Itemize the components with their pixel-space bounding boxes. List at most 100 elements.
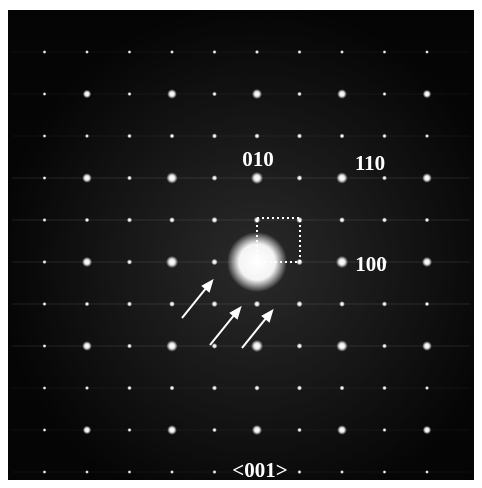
zone-axis-label: <001> [232,458,287,482]
diffraction-spot [337,425,347,435]
diffraction-spot [211,217,217,223]
diffraction-spot [43,344,47,348]
diffraction-spot [382,386,386,390]
diffraction-spot [167,425,177,435]
diffraction-spot [383,50,387,54]
diffraction-pattern: 010 110 100 <001> [0,0,482,488]
diffraction-spot [251,340,263,352]
diffraction-spot [127,259,132,264]
diffraction-spot [382,176,387,181]
diffraction-spot [82,173,92,183]
diffraction-spot [43,470,47,474]
diffraction-spot [296,301,302,307]
diffraction-spot [128,50,132,54]
diffraction-spot [43,176,47,180]
diffraction-spot [255,50,259,54]
diffraction-spot [383,470,387,474]
diffraction-spot [340,50,344,54]
diffraction-spot [128,428,132,432]
diffraction-spot [167,89,177,99]
diffraction-spot [43,134,47,138]
diffraction-spot [298,470,302,474]
diffraction-spot [422,173,432,183]
diffraction-spot [422,341,432,351]
diffraction-spot [166,172,177,183]
diffraction-spot [297,133,302,138]
diffraction-spot [85,134,89,138]
diffraction-spot [425,302,430,307]
diffraction-spot [252,425,262,435]
spot-label: 100 [355,252,387,276]
diffraction-spot [43,92,47,96]
diffraction-spot [85,386,89,390]
diffraction-spot [127,344,132,349]
diffraction-spot [383,92,387,96]
diffraction-spot [382,134,386,138]
diffraction-spot [43,50,47,54]
diffraction-spot [425,386,429,390]
diffraction-spot [170,386,175,391]
diffraction-spot [337,89,347,99]
diffraction-spot [254,301,260,307]
diffraction-spot [169,301,175,307]
diffraction-spot [43,302,47,306]
diffraction-spot [127,134,131,138]
diffraction-spot [212,133,217,138]
diffraction-spot [297,385,302,390]
diffraction-spot [297,343,303,349]
diffraction-spot [340,470,344,474]
diffraction-spot [170,134,175,139]
diffraction-spot [297,428,302,433]
diffraction-spot [85,50,89,54]
spot-label: 010 [242,147,274,171]
diffraction-spot [423,426,431,434]
diffraction-spot [425,470,429,474]
diffraction-spot [213,50,217,54]
diffraction-spot [127,176,132,181]
diffraction-spot [170,470,174,474]
diffraction-spot [422,257,432,267]
diffraction-spot [211,301,217,307]
diffraction-spot [336,340,347,351]
diffraction-spot [339,301,345,307]
diffraction-spot [85,470,89,474]
diffraction-spot [297,175,303,181]
spot-label: 110 [355,151,385,175]
diffraction-spot [128,470,132,474]
diffraction-spot [83,426,91,434]
diffraction-spot [251,172,263,184]
diffraction-spot [254,385,259,390]
diffraction-spot [166,256,178,268]
diffraction-spot [252,89,262,99]
diffraction-spot [169,217,175,223]
diffraction-spot [425,218,430,223]
diffraction-spot [83,90,91,98]
diffraction-spot [425,134,429,138]
diffraction-spot [339,217,345,223]
diffraction-spot [127,301,132,306]
diffraction-spot [166,340,177,351]
diffraction-spot [336,256,348,268]
diffraction-spot [298,50,302,54]
diffraction-spot [382,217,387,222]
diffraction-spot [254,133,259,138]
diffraction-spot [127,217,132,222]
diffraction-spot [170,50,174,54]
diffraction-spot [128,92,132,96]
diffraction-spot [43,386,47,390]
diffraction-spot [212,175,218,181]
diffraction-spot [127,386,131,390]
diffraction-spot [213,470,217,474]
diffraction-spot [297,92,302,97]
diffraction-spot [212,343,218,349]
diffraction-spot [383,428,387,432]
diffraction-spot [212,385,217,390]
diffraction-spot [423,90,431,98]
diffraction-spot [43,218,47,222]
diffraction-spot [82,257,92,267]
diffraction-spot [212,92,217,97]
diffraction-spot [340,386,345,391]
diffraction-spot [85,218,90,223]
diffraction-spot [382,301,387,306]
diffraction-spot [382,344,387,349]
